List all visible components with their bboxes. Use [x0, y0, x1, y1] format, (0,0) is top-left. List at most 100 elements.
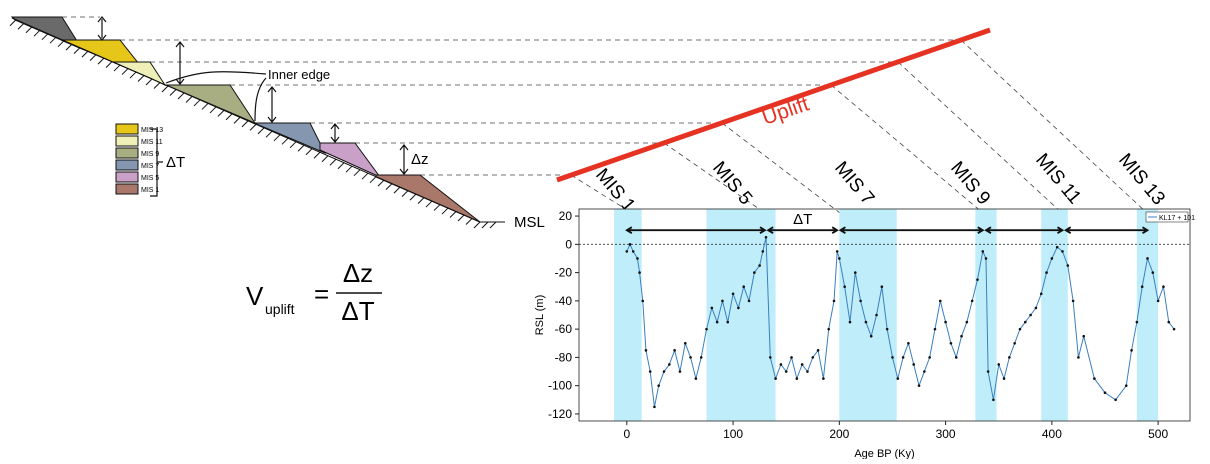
data-point [938, 299, 942, 303]
data-point [923, 370, 926, 373]
hatch-line [321, 155, 329, 163]
data-point [1045, 271, 1048, 274]
data-point [1008, 356, 1011, 359]
data-point [673, 349, 676, 352]
data-point [832, 299, 836, 303]
hatch-line [49, 36, 57, 44]
delta-z-label: Δz [411, 151, 429, 168]
data-point [644, 349, 648, 352]
legend-bracket [150, 128, 163, 197]
data-point [986, 370, 990, 373]
hatch-line [473, 221, 481, 229]
data-point [853, 271, 857, 274]
data-point [1018, 327, 1022, 331]
hatch-line [281, 137, 289, 145]
legend-label: MIS 9 [141, 151, 159, 158]
mis-label: MIS 5 [708, 158, 756, 210]
data-point [705, 327, 708, 331]
data-point [641, 299, 645, 303]
hatch-line [289, 141, 297, 149]
data-point [694, 377, 698, 380]
data-point [795, 377, 799, 380]
data-point [822, 377, 825, 380]
data-point [885, 327, 889, 331]
data-point [859, 299, 862, 303]
plot-frame [578, 208, 1191, 422]
legend-swatch [115, 147, 139, 159]
data-point [1167, 320, 1171, 324]
data-point [1172, 327, 1176, 331]
data-point [875, 313, 878, 317]
data-point [880, 285, 884, 289]
x-tick-label: 0 [623, 427, 630, 441]
data-point [864, 320, 868, 324]
x-tick-label: 400 [1042, 427, 1062, 441]
data-point [774, 377, 777, 380]
legend-label: MIS 13 [141, 127, 163, 134]
formula-num: Δz [343, 258, 373, 288]
data-point [779, 363, 783, 366]
dz-arrow [97, 16, 107, 41]
data-point [689, 356, 692, 359]
y-tick-label: -80 [555, 350, 573, 364]
data-point [662, 370, 666, 373]
x-tick-label: 300 [936, 427, 956, 441]
data-point [827, 327, 831, 331]
data-point [1061, 250, 1064, 253]
data-point [1093, 377, 1096, 380]
data-point [1156, 299, 1160, 303]
data-point [954, 356, 958, 359]
hatch-line [193, 99, 201, 107]
mis-band [839, 209, 897, 421]
x-axis-label: Age BP (Ky) [854, 448, 914, 459]
delta-t-label: ΔT [793, 211, 812, 228]
data-point [1002, 377, 1006, 380]
delta-t-arrow [838, 226, 985, 234]
hatch-line [441, 207, 449, 215]
hatching [9, 19, 497, 229]
data-point [1039, 292, 1043, 296]
data-point [1034, 306, 1038, 310]
data-point [970, 299, 974, 303]
hatch-line [81, 50, 89, 58]
hatch-line [273, 134, 281, 142]
data-point [1162, 285, 1165, 289]
legend-swatch [115, 135, 139, 147]
data-point [753, 271, 756, 274]
uplift-line [556, 27, 991, 183]
hatch-line [121, 68, 129, 75]
data-point [981, 250, 985, 253]
hatch-line [145, 78, 153, 86]
mis-label: MIS 9 [946, 158, 994, 210]
mis-band [614, 209, 642, 421]
hatch-line [481, 221, 489, 229]
data-point [726, 320, 730, 324]
hatch-line [137, 75, 145, 82]
mis-band [1136, 209, 1159, 421]
hatch-line [313, 151, 321, 159]
data-point [1066, 264, 1070, 267]
data-point [976, 278, 979, 281]
data-point [747, 299, 751, 303]
data-point [933, 327, 937, 331]
data-point [1082, 334, 1086, 338]
hatch-line [97, 57, 105, 65]
diagram-legend: MIS 13 MIS 11 MIS 9 MIS 7 MIS 5 MIS 1 [115, 123, 163, 195]
data-point [806, 370, 809, 373]
data-point [761, 250, 765, 253]
data-point [912, 363, 916, 366]
hatch-line [201, 103, 209, 110]
hatch-line [401, 190, 409, 197]
hatch-line [433, 204, 441, 211]
hatch-line [345, 165, 353, 173]
hatch-line [329, 158, 337, 166]
data-point [625, 250, 629, 253]
data-point [631, 250, 635, 253]
hatch-line [217, 110, 225, 117]
hatch-line [225, 113, 233, 121]
hatch-line [33, 29, 41, 37]
y-tick-label: -60 [555, 322, 573, 336]
